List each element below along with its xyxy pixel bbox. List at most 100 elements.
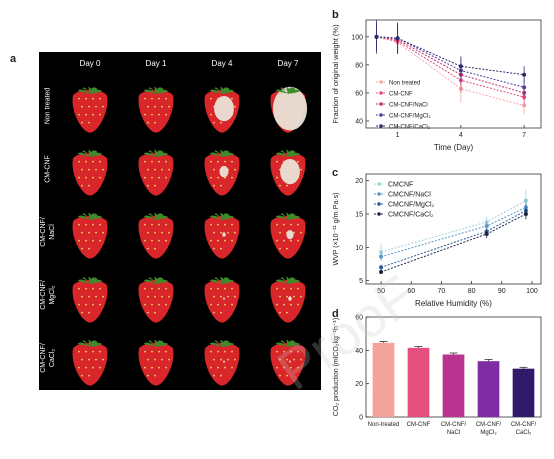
strawberry-seed [234, 295, 236, 298]
strawberry-seed [227, 295, 229, 298]
series-line [380, 213, 527, 273]
strawberry-body [138, 342, 174, 386]
strawberry-leaf [148, 213, 156, 221]
strawberry-seed [168, 105, 170, 108]
legend-label: CMCNF [388, 182, 413, 189]
strawberry-leaf [90, 89, 103, 94]
strawberry-leaf [275, 342, 288, 347]
strawberry-seed [154, 374, 156, 377]
series-line [376, 36, 525, 94]
strawberry-seed [231, 366, 233, 369]
strawberry-leaf [82, 340, 90, 347]
strawberry-seed [297, 287, 299, 290]
legend-marker [379, 113, 383, 117]
strawberry-seed [158, 113, 160, 116]
mold-patch [223, 360, 225, 363]
strawberry-seed [151, 287, 153, 290]
strawberry-leaf [275, 215, 288, 221]
strawberry-leaf [288, 279, 301, 284]
strawberry-leaf [77, 279, 90, 284]
strawberry-seed [286, 295, 288, 298]
strawberry-seed [78, 303, 80, 306]
strawberry-photo [124, 138, 188, 200]
data-point [522, 72, 527, 77]
strawberry-seed [217, 240, 219, 242]
strawberry-seed [78, 97, 80, 100]
strawberry-photo [256, 138, 320, 200]
legend-label: CM-CNF/NaCl [389, 102, 428, 108]
strawberry-leaf [275, 89, 288, 94]
strawberry-seed [297, 224, 299, 226]
x-axis-label: Time (Day) [434, 143, 474, 152]
strawberry-seed [88, 311, 90, 314]
strawberry-photo [58, 201, 122, 263]
strawberry-seed [88, 168, 90, 171]
strawberry-leaf [90, 152, 103, 157]
strawberry-seed [165, 240, 167, 242]
strawberry-seed [154, 248, 156, 250]
data-point [484, 232, 489, 236]
y-tick-label: 40 [355, 118, 363, 125]
x-tick-label: 7 [522, 132, 526, 139]
strawberry-seed [147, 232, 149, 234]
strawberry-seed [286, 248, 288, 250]
strawberry-seed [290, 350, 292, 353]
strawberry-seed [276, 160, 278, 163]
day-header-0: Day 0 [57, 52, 123, 74]
strawberry-seed [147, 105, 149, 108]
strawberry-seed [210, 350, 212, 353]
strawberry-leaf [90, 342, 103, 347]
strawberry-leaf [222, 152, 235, 157]
strawberry-seed [78, 240, 80, 242]
strawberry-seed [276, 350, 278, 353]
strawberry-seed [154, 232, 156, 234]
strawberry-seed [102, 105, 104, 108]
strawberry-seed [276, 224, 278, 226]
strawberry-seed [213, 295, 215, 298]
strawberry-seed [154, 105, 156, 108]
x-tick-label: NaCl [447, 430, 460, 436]
strawberry-seed [227, 358, 229, 361]
strawberry-seed [165, 224, 167, 226]
strawberry-leaf [156, 215, 169, 221]
strawberry-seed [224, 287, 226, 290]
mold-patch [219, 166, 229, 178]
strawberry-photo [256, 75, 320, 137]
x-tick-label: CM-CNF/ [441, 422, 467, 428]
strawberry-seed [290, 224, 292, 226]
data-point [379, 270, 384, 274]
x-tick-label: CM-CNF/ [476, 422, 502, 428]
y-tick-label: 40 [355, 348, 363, 355]
strawberry-seed [234, 232, 236, 234]
strawberry-seed [158, 176, 160, 179]
strawberry-photo [58, 264, 122, 326]
strawberry-seed [279, 232, 281, 234]
strawberry-seed [147, 168, 149, 171]
strawberry-leaf [214, 150, 222, 157]
strawberry-seed [88, 248, 90, 250]
strawberry-seed [144, 303, 146, 306]
strawberry-photo [58, 138, 122, 200]
panel-a-letter: a [10, 53, 17, 65]
strawberry-seed [85, 113, 87, 116]
strawberry-body [204, 279, 240, 323]
strawberry-seed [158, 97, 160, 100]
data-point [522, 85, 527, 90]
strawberry-seed [147, 184, 149, 187]
strawberry-seed [147, 248, 149, 250]
strawberry-photo [124, 75, 188, 137]
strawberry-leaf [209, 215, 222, 221]
strawberry-seed [297, 303, 299, 306]
strawberry-seed [224, 350, 226, 353]
strawberry-seed [168, 168, 170, 171]
x-tick-label: CM-CNF [407, 422, 431, 428]
strawberry-seed [99, 303, 101, 306]
strawberry-seed [99, 240, 101, 242]
strawberry-seed [279, 374, 281, 377]
chart-c-wvp: c 50 60 70 80 90 100 5 10 15 20 Relative Humidity (… [332, 167, 542, 308]
strawberry-seed [158, 160, 160, 163]
strawberry-seed [161, 232, 163, 234]
strawberry-seed [144, 240, 146, 242]
strawberry-seed [217, 350, 219, 353]
strawberry-seed [95, 232, 97, 234]
